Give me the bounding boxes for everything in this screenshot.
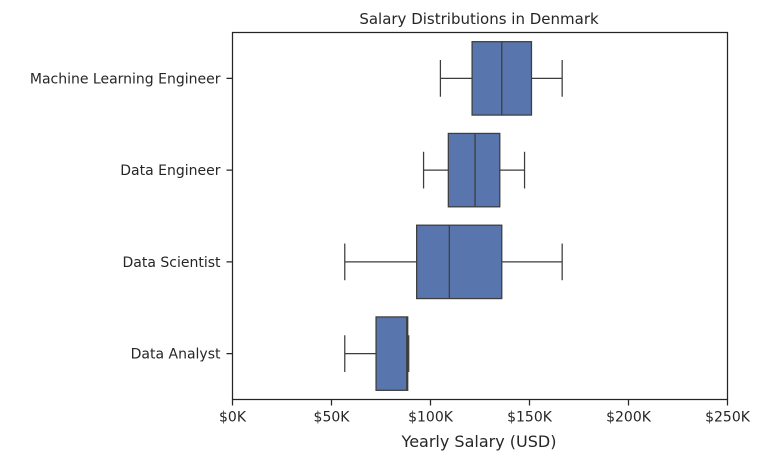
x-tick-label: $50K	[314, 410, 351, 426]
x-axis-label: Yearly Salary (USD)	[401, 432, 557, 451]
box-group	[344, 224, 563, 300]
box-group	[422, 132, 526, 208]
y-tick-label: Data Engineer	[120, 163, 220, 179]
iqr-box	[375, 316, 409, 391]
x-tick-label: $200K	[606, 410, 652, 426]
y-tick-label: Data Scientist	[123, 255, 222, 271]
y-tick-label: Machine Learning Engineer	[30, 71, 221, 87]
x-tick-label: $0K	[219, 410, 247, 426]
y-axis: Machine Learning Engineer Data Engineer Da…	[30, 71, 233, 363]
x-tick-label: $150K	[507, 410, 553, 426]
box-group	[344, 316, 410, 391]
y-tick-label: Data Analyst	[131, 347, 221, 363]
box-group	[439, 41, 563, 116]
x-axis: $0K $50K $100K $150K $200K $250K	[219, 399, 751, 426]
chart-title: Salary Distributions in Denmark	[359, 10, 599, 28]
plot-frame	[231, 31, 729, 401]
x-tick-label: $250K	[705, 410, 751, 426]
boxes-layer	[344, 41, 563, 391]
iqr-box	[416, 224, 503, 300]
x-tick-label: $100K	[408, 410, 454, 426]
iqr-box	[447, 132, 501, 208]
